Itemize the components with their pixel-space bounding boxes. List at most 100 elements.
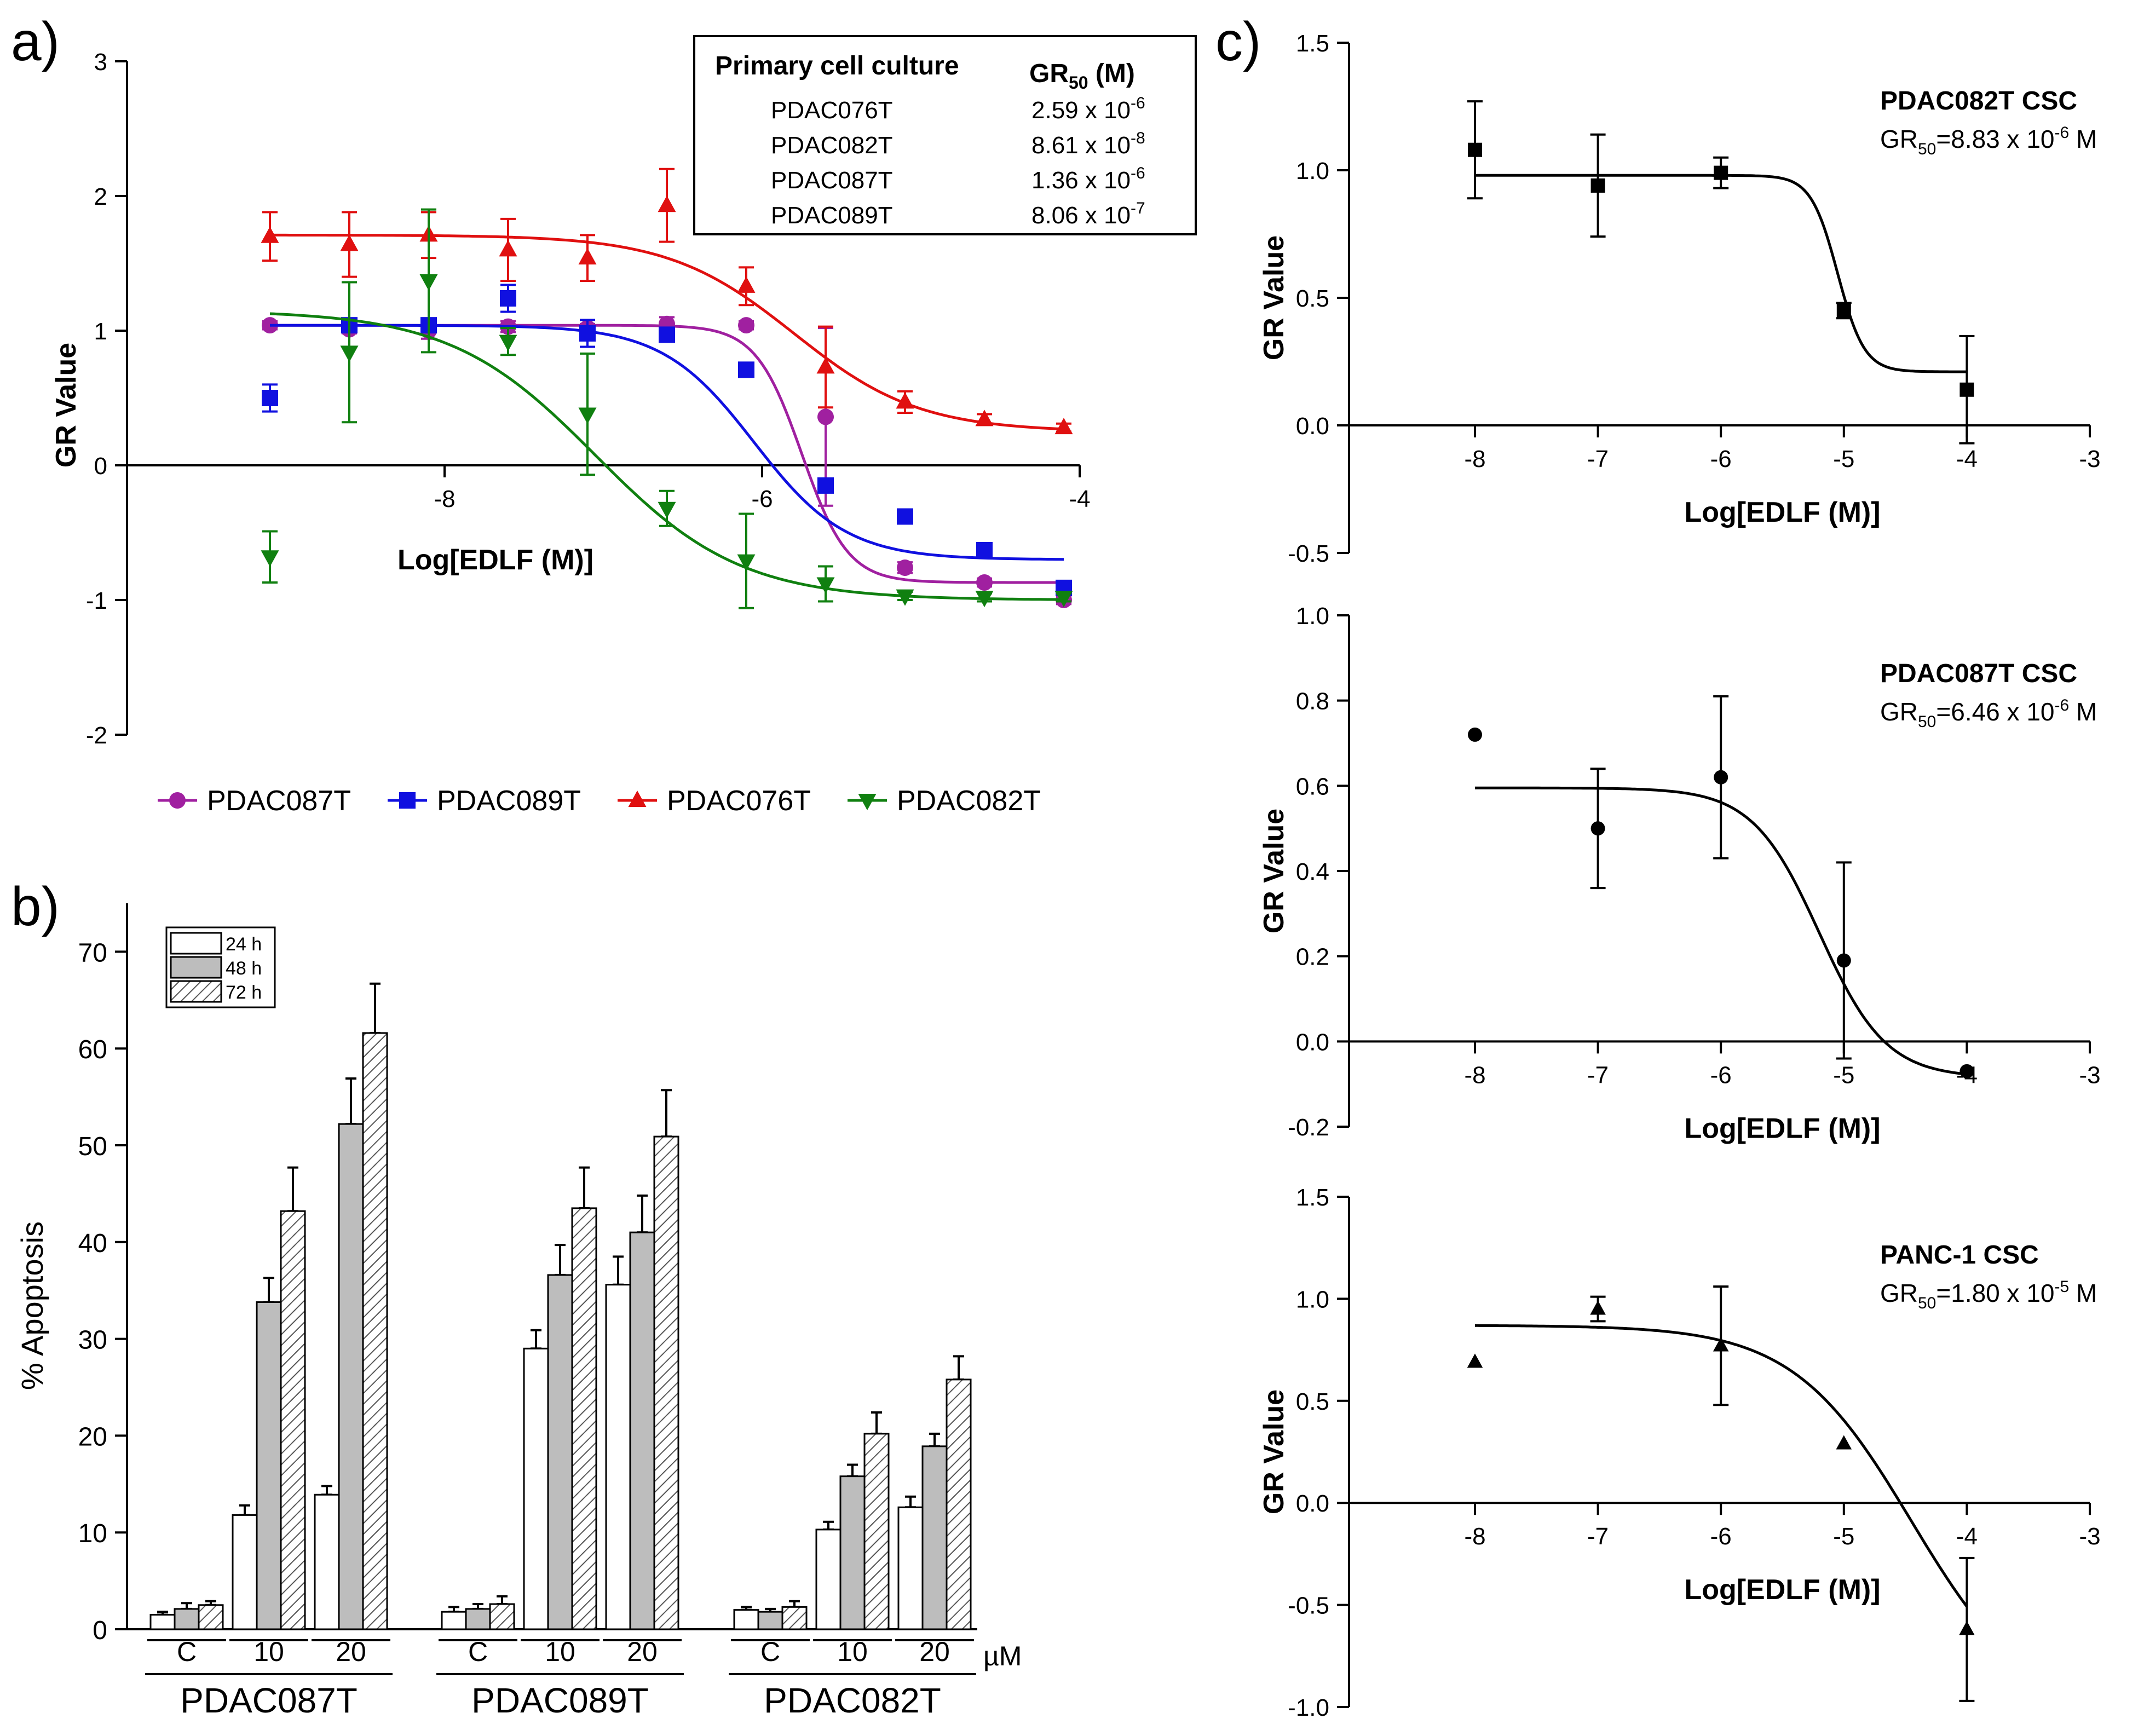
bar-errbar [929,1432,940,1447]
bar-PDAC089T-20-24 h [605,1284,631,1630]
bar-errbar [555,1244,566,1276]
panel-c-chart-2: -0.20.00.20.40.60.81.0-8-7-6-5-4-3Log[ED… [1258,603,2101,1144]
panel-c-xtick-label: -7 [1587,1062,1609,1088]
panel-c-xlabel: Log[EDLF (M)] [1684,1574,1880,1606]
panel-a-ylabel: GR Value [50,343,82,468]
dose-label: C [177,1636,197,1667]
gr50-row-1-value: 8.61 x 10-8 [1031,129,1145,159]
gr50-sub: 50 [1918,1294,1936,1312]
bar-PDAC089T-10-48 h [547,1274,573,1630]
panel-c-point [1590,178,1605,193]
panel-c-xtick-label: -3 [2079,1523,2100,1550]
panel-c-ytick-label: 1.0 [1296,603,1329,630]
gr50-row-0-name: PDAC076T [771,97,893,124]
bar-errbar [321,1485,332,1496]
panel-c-xtick-label: -3 [2079,1062,2100,1088]
gr50-row-1-exp: -8 [1131,129,1145,147]
panel-label-a: a) [11,11,60,72]
panel-c-ytick-label: 1.0 [1296,158,1329,184]
panel-c-ylabel: GR Value [1258,809,1290,933]
panel-c-ytick-label: 0.0 [1296,413,1329,440]
bar-group-PDAC082T: C 10 20 PDAC082T [729,1355,976,1720]
bar-PDAC087T-10-48 h [256,1301,282,1630]
panel-c-xtick-label: -4 [1956,446,1978,472]
panel-c-point [1836,953,1851,968]
bar-PDAC089T-C-48 h [465,1608,491,1630]
bar-errbar [789,1600,800,1608]
bar-errbar [613,1255,624,1286]
bar-PDAC082T-20-24 h [897,1506,924,1630]
point-PDAC082T [419,274,438,291]
panel-c-point [1590,821,1605,836]
bar-errbar [497,1595,508,1606]
point-PDAC089T [976,541,993,558]
panel-c-point [1468,727,1482,742]
dose-label: 10 [253,1636,284,1667]
panel-b-ylabel: % Apoptosis [15,1221,49,1390]
panel-b-ytick-label: 60 [78,1035,107,1064]
bar-PDAC082T-20-48 h [921,1445,948,1630]
point-PDAC082T [499,334,517,351]
panel-c-point [1468,142,1482,157]
panel-c-xtick-label: -8 [1464,446,1485,472]
gr50-sub: 50 [1918,713,1936,731]
panel-c-fit-curve [1475,174,1967,373]
group-label: PDAC087T [180,1681,358,1720]
panel-a-xtick-label: -4 [1069,486,1090,512]
gr50-row-2-value: 1.36 x 10-6 [1031,164,1145,194]
panel-c-point [1714,770,1728,785]
panel-c-xtick-label: -7 [1587,446,1609,472]
bar-PDAC087T-20-48 h [338,1123,364,1630]
bar-errbar [531,1329,541,1350]
point-PDAC082T [737,554,756,571]
gr50-gr: GR [1880,125,1918,153]
bar-errbar [905,1495,916,1509]
point-PDAC076T [816,357,835,374]
gr50-table-header-gr50: GR50 (M) [1029,59,1135,93]
panel-b-ytick-label: 30 [78,1326,107,1355]
panel-c-ytick-label: 0.4 [1296,858,1329,885]
gr50-sub: 50 [1918,140,1936,158]
point-PDAC087T [976,574,993,591]
panel-c-xtick-label: -6 [1710,1523,1732,1550]
panel-c-xtick-label: -8 [1464,1523,1485,1550]
dose-label: 10 [837,1636,868,1667]
panel-c-ytick-label: 1.5 [1296,30,1329,57]
series-PDAC087T [262,315,1072,608]
gr50-table-border [693,35,1197,235]
panel-c-xtick-label: -3 [2079,446,2100,472]
gr50-header-gr: GR [1029,59,1069,88]
gr50-row-2-exp: -6 [1131,164,1145,182]
legend-item-PDAC082T: PDAC082T [848,785,1041,817]
bar-PDAC087T-20-24 h [314,1493,340,1630]
panel-a-xtick-label: -8 [434,486,455,512]
gr50-mant: =1.80 x 10 [1936,1279,2054,1307]
dose-label: 10 [545,1636,575,1667]
panel-c-ytick-label: 0.0 [1296,1029,1329,1056]
panel-c-title: PDAC087T CSC [1880,659,2077,688]
gr50-row-0-value: 2.59 x 10-6 [1031,94,1145,124]
panel-b-ytick-label: 10 [78,1519,107,1548]
panel-c-ytick-label: 0.8 [1296,688,1329,715]
legend-label: PDAC087T [207,785,351,817]
gr50-row-2-mant: 1.36 x 10 [1031,167,1131,194]
panel-c-ytick-label: 0.0 [1296,1490,1329,1517]
series-PDAC082T [261,208,1073,609]
panel-c-xlabel: Log[EDLF (M)] [1684,497,1880,528]
point-PDAC082T [340,345,359,362]
gr50-exp: -6 [2055,696,2070,714]
point-PDAC089T [817,477,834,494]
dose-label: 20 [627,1636,658,1667]
series-PDAC089T [262,284,1072,596]
panel-c-ytick-label: -0.5 [1288,540,1329,567]
legend-swatch-24 h [170,932,222,955]
panel-c-xtick-label: -5 [1833,1523,1854,1550]
gr50-mant: =6.46 x 10 [1936,697,2054,726]
point-PDAC076T [261,226,279,243]
gr50-row-3-value: 8.06 x 10-7 [1031,199,1145,229]
point-PDAC076T [499,240,517,257]
point-PDAC082T [1054,591,1073,608]
bar-PDAC082T-20-72 h [946,1379,972,1630]
bar-PDAC082T-C-72 h [781,1606,808,1630]
bar-errbar [263,1277,274,1304]
